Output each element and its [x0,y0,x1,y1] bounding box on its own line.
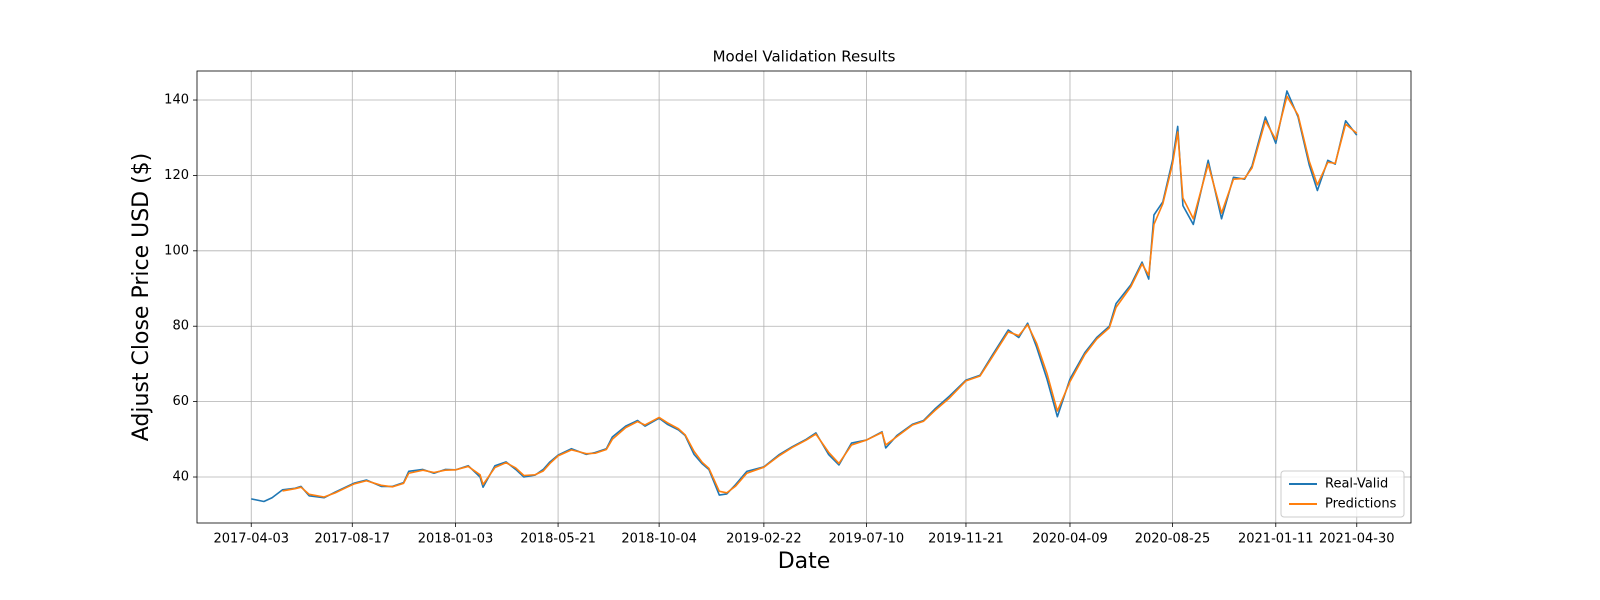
chart-title: Model Validation Results [713,48,896,66]
y-tick-label: 100 [164,243,189,258]
plot-frame [196,70,1412,524]
y-tick-label: 140 [164,93,189,108]
x-tick-label: 2017-08-17 [314,532,390,547]
legend-box [1280,470,1405,518]
y-axis-label: Adjust Close Price USD ($) [129,153,154,442]
x-tick-label: 2021-01-11 [1238,532,1314,547]
y-tick-label: 40 [172,470,189,485]
x-tick-label: 2019-02-22 [726,532,802,547]
x-tick-label: 2018-01-03 [418,532,494,547]
x-tick-label: 2020-08-25 [1135,532,1211,547]
y-tick-label: 120 [164,168,189,183]
y-tick-label: 60 [172,394,189,409]
x-tick-label: 2019-11-21 [928,532,1004,547]
x-tick-label: 2021-04-30 [1319,532,1395,547]
series-line [251,90,1358,503]
legend-label: Predictions [1325,497,1397,512]
x-tick-label: 2017-04-03 [213,532,289,547]
series-line [282,95,1358,498]
legend-label: Real-Valid [1325,477,1388,492]
x-tick-label: 2018-05-21 [520,532,596,547]
legend: Real-Valid Predictions [1280,470,1405,518]
x-tick-label: 2018-10-04 [621,532,697,547]
y-tick-label: 80 [172,319,189,334]
x-tick-label: 2020-04-09 [1032,532,1108,547]
x-axis-label: Date [778,549,831,574]
x-tick-label: 2019-07-10 [829,532,905,547]
